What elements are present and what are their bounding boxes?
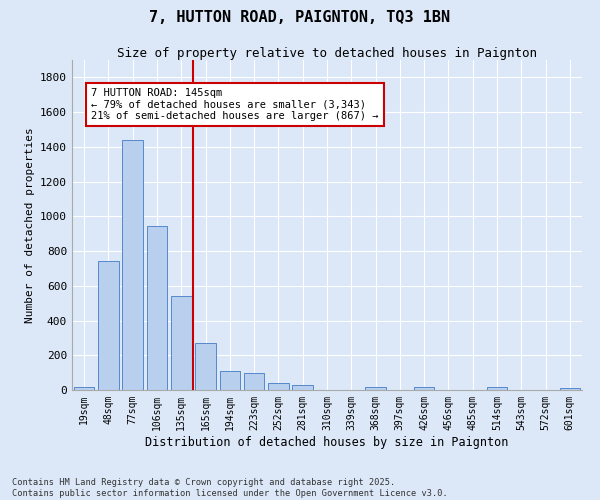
Bar bbox=[74, 386, 94, 390]
Bar bbox=[98, 260, 119, 390]
Bar bbox=[220, 371, 240, 390]
Bar bbox=[365, 388, 386, 390]
Bar bbox=[171, 296, 191, 390]
Text: 7 HUTTON ROAD: 145sqm
← 79% of detached houses are smaller (3,343)
21% of semi-d: 7 HUTTON ROAD: 145sqm ← 79% of detached … bbox=[91, 88, 379, 121]
Bar bbox=[146, 226, 167, 390]
X-axis label: Distribution of detached houses by size in Paignton: Distribution of detached houses by size … bbox=[145, 436, 509, 448]
Bar bbox=[414, 386, 434, 390]
Text: Contains HM Land Registry data © Crown copyright and database right 2025.
Contai: Contains HM Land Registry data © Crown c… bbox=[12, 478, 448, 498]
Bar bbox=[487, 388, 508, 390]
Bar bbox=[244, 372, 265, 390]
Text: 7, HUTTON ROAD, PAIGNTON, TQ3 1BN: 7, HUTTON ROAD, PAIGNTON, TQ3 1BN bbox=[149, 10, 451, 25]
Bar bbox=[292, 385, 313, 390]
Bar bbox=[195, 343, 216, 390]
Y-axis label: Number of detached properties: Number of detached properties bbox=[25, 127, 35, 323]
Bar bbox=[560, 388, 580, 390]
Bar bbox=[122, 140, 143, 390]
Title: Size of property relative to detached houses in Paignton: Size of property relative to detached ho… bbox=[117, 47, 537, 60]
Bar bbox=[268, 383, 289, 390]
